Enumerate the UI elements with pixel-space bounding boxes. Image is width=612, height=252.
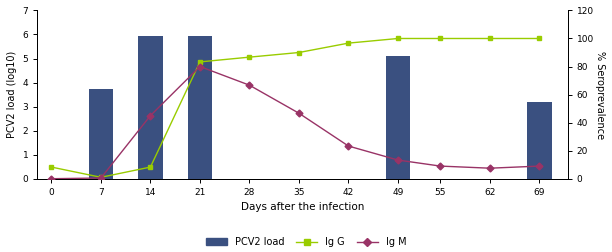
Bar bbox=[527, 102, 552, 179]
Y-axis label: % Seroprevalence: % Seroprevalence bbox=[595, 50, 605, 139]
Bar bbox=[386, 56, 410, 179]
Bar bbox=[138, 36, 163, 179]
Bar bbox=[187, 36, 212, 179]
Bar bbox=[89, 88, 113, 179]
Y-axis label: PCV2 load (log10): PCV2 load (log10) bbox=[7, 51, 17, 138]
X-axis label: Days after the infection: Days after the infection bbox=[241, 202, 364, 212]
Legend: PCV2 load, Ig G, Ig M: PCV2 load, Ig G, Ig M bbox=[206, 237, 406, 247]
